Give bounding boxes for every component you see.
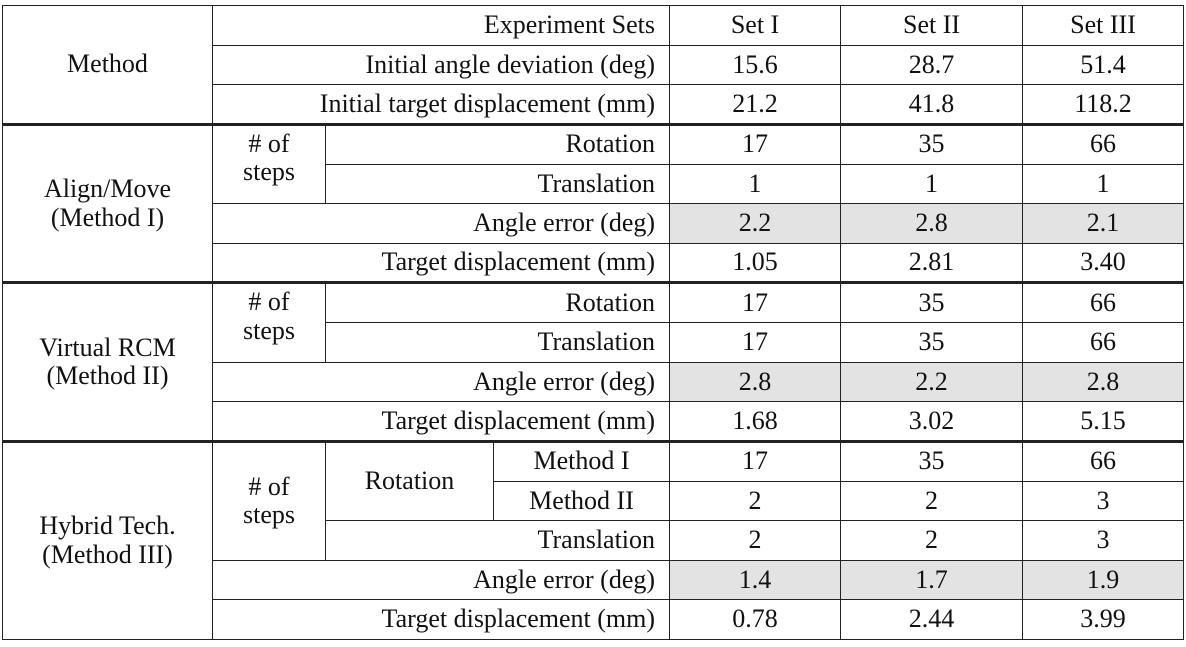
method-iii-target-displacement-row: Target displacement (mm) 0.78 2.44 3.99 bbox=[3, 599, 1185, 640]
table-cell: 3.99 bbox=[1022, 599, 1185, 640]
table-cell: 41.8 bbox=[840, 84, 1024, 125]
set-i-header: Set I bbox=[669, 5, 842, 46]
method-name-line2: (Method I) bbox=[50, 202, 165, 232]
steps-label-line2: steps bbox=[243, 315, 295, 345]
steps-label-line1: # of bbox=[248, 471, 290, 501]
table-cell: 17 bbox=[669, 122, 842, 165]
method-ii-translation-row: Translation 17 35 66 bbox=[3, 322, 1185, 363]
table-cell: 2.2 bbox=[669, 203, 842, 244]
experiment-results-table: Method Experiment Sets Set I Set II Set … bbox=[2, 5, 1185, 641]
rotation-label: Rotation bbox=[324, 281, 671, 323]
steps-label: # of steps bbox=[212, 439, 326, 561]
method-iii-translation-row: Translation 2 2 3 bbox=[3, 520, 1185, 561]
header-row-experiment-sets: Method Experiment Sets Set I Set II Set … bbox=[2, 5, 1185, 125]
target-displacement-label: Target displacement (mm) bbox=[211, 401, 671, 442]
method-ii-angle-error-row: Angle error (deg) 2.8 2.2 2.8 bbox=[3, 361, 1185, 403]
table-cell: 3.02 bbox=[840, 401, 1024, 442]
table-cell: 118.2 bbox=[1022, 84, 1185, 125]
table-cell: 2.81 bbox=[840, 242, 1024, 284]
table-cell: 17 bbox=[669, 281, 842, 323]
table-cell: 2.8 bbox=[1022, 361, 1185, 403]
target-displacement-label: Target displacement (mm) bbox=[211, 242, 671, 284]
table-cell: 35 bbox=[840, 439, 1024, 482]
method-i-translation-row: Translation 1 1 1 bbox=[3, 163, 1185, 205]
steps-label-line1: # of bbox=[248, 287, 290, 317]
steps-label-line2: steps bbox=[243, 500, 295, 530]
table-cell: 66 bbox=[1022, 439, 1185, 482]
target-displacement-label: Target displacement (mm) bbox=[211, 599, 671, 640]
table-cell: 0.78 bbox=[669, 599, 842, 640]
table-cell: 66 bbox=[1022, 322, 1185, 363]
table-cell: 1 bbox=[840, 163, 1024, 205]
method-name-line1: Hybrid Tech. bbox=[39, 511, 176, 541]
method-i-name: Align/Move (Method I) bbox=[2, 122, 213, 284]
table-cell: 2 bbox=[840, 520, 1024, 561]
method-ii-name: Virtual RCM (Method II) bbox=[2, 281, 213, 442]
table-cell: 35 bbox=[840, 322, 1024, 363]
translation-label: Translation bbox=[324, 520, 671, 561]
method-i-rotation-row: Align/Move (Method I) # of steps Rotatio… bbox=[2, 122, 1185, 284]
table-cell: 3 bbox=[1022, 520, 1185, 561]
steps-label-line2: steps bbox=[243, 157, 295, 187]
method-ii-sublabel: Method II bbox=[492, 480, 671, 522]
row-label: Experiment Sets bbox=[211, 5, 671, 46]
table-cell: 17 bbox=[669, 439, 842, 482]
table-cell: 35 bbox=[840, 281, 1024, 323]
method-iii-name: Hybrid Tech. (Method III) bbox=[2, 439, 213, 641]
table-cell: 2.2 bbox=[840, 361, 1024, 403]
angle-error-label: Angle error (deg) bbox=[211, 203, 671, 244]
method-i-sublabel: Method I bbox=[492, 439, 671, 482]
method-i-angle-error-row: Angle error (deg) 2.2 2.8 2.1 bbox=[3, 203, 1185, 244]
table-cell: 35 bbox=[840, 122, 1024, 165]
table-cell: 21.2 bbox=[669, 84, 842, 125]
method-iii-rotation-method-i-row: Hybrid Tech. (Method III) # of steps Rot… bbox=[2, 439, 1185, 641]
method-header: Method bbox=[2, 5, 213, 125]
method-iii-rotation-method-ii-row: Method II 2 2 3 bbox=[3, 480, 1185, 522]
table-cell: 2 bbox=[669, 520, 842, 561]
table-cell: 1.9 bbox=[1022, 559, 1185, 601]
row-label: Initial target displacement (mm) bbox=[211, 84, 671, 125]
table-cell: 3 bbox=[1022, 480, 1185, 522]
angle-error-label: Angle error (deg) bbox=[211, 559, 671, 601]
rotation-label: Rotation bbox=[324, 122, 671, 165]
table-cell: 3.40 bbox=[1022, 242, 1185, 284]
table-cell: 1.05 bbox=[669, 242, 842, 284]
table-cell: 17 bbox=[669, 322, 842, 363]
translation-label: Translation bbox=[324, 322, 671, 363]
method-name-line1: Align/Move bbox=[43, 174, 172, 204]
steps-label: # of steps bbox=[212, 281, 326, 363]
table-cell: 1 bbox=[669, 163, 842, 205]
method-ii-rotation-row: Virtual RCM (Method II) # of steps Rotat… bbox=[2, 281, 1185, 442]
table-cell: 2.8 bbox=[840, 203, 1024, 244]
table-cell: 15.6 bbox=[669, 44, 842, 86]
method-name-line2: (Method II) bbox=[46, 361, 169, 391]
set-iii-header: Set III bbox=[1022, 5, 1185, 46]
method-name-line1: Virtual RCM bbox=[39, 332, 176, 362]
table-cell: 51.4 bbox=[1022, 44, 1185, 86]
steps-label-line1: # of bbox=[248, 128, 290, 158]
method-ii-target-displacement-row: Target displacement (mm) 1.68 3.02 5.15 bbox=[3, 401, 1185, 442]
steps-label: # of steps bbox=[212, 122, 326, 205]
table-cell: 66 bbox=[1022, 122, 1185, 165]
table-cell: 28.7 bbox=[840, 44, 1024, 86]
table-cell: 66 bbox=[1022, 281, 1185, 323]
angle-error-label: Angle error (deg) bbox=[211, 361, 671, 403]
table-cell: 1.4 bbox=[669, 559, 842, 601]
table-cell: 1.7 bbox=[840, 559, 1024, 601]
table-cell: 2.44 bbox=[840, 599, 1024, 640]
table-cell: 1.68 bbox=[669, 401, 842, 442]
translation-label: Translation bbox=[324, 163, 671, 205]
rotation-label: Rotation bbox=[325, 439, 494, 522]
method-name-line2: (Method III) bbox=[42, 539, 173, 569]
set-ii-header: Set II bbox=[840, 5, 1024, 46]
table-cell: 5.15 bbox=[1022, 401, 1185, 442]
row-label: Initial angle deviation (deg) bbox=[211, 44, 671, 86]
table-cell: 2 bbox=[840, 480, 1024, 522]
table-cell: 2 bbox=[669, 480, 842, 522]
table-cell: 2.8 bbox=[669, 361, 842, 403]
table-cell: 2.1 bbox=[1022, 203, 1185, 244]
table-cell: 1 bbox=[1022, 163, 1185, 205]
